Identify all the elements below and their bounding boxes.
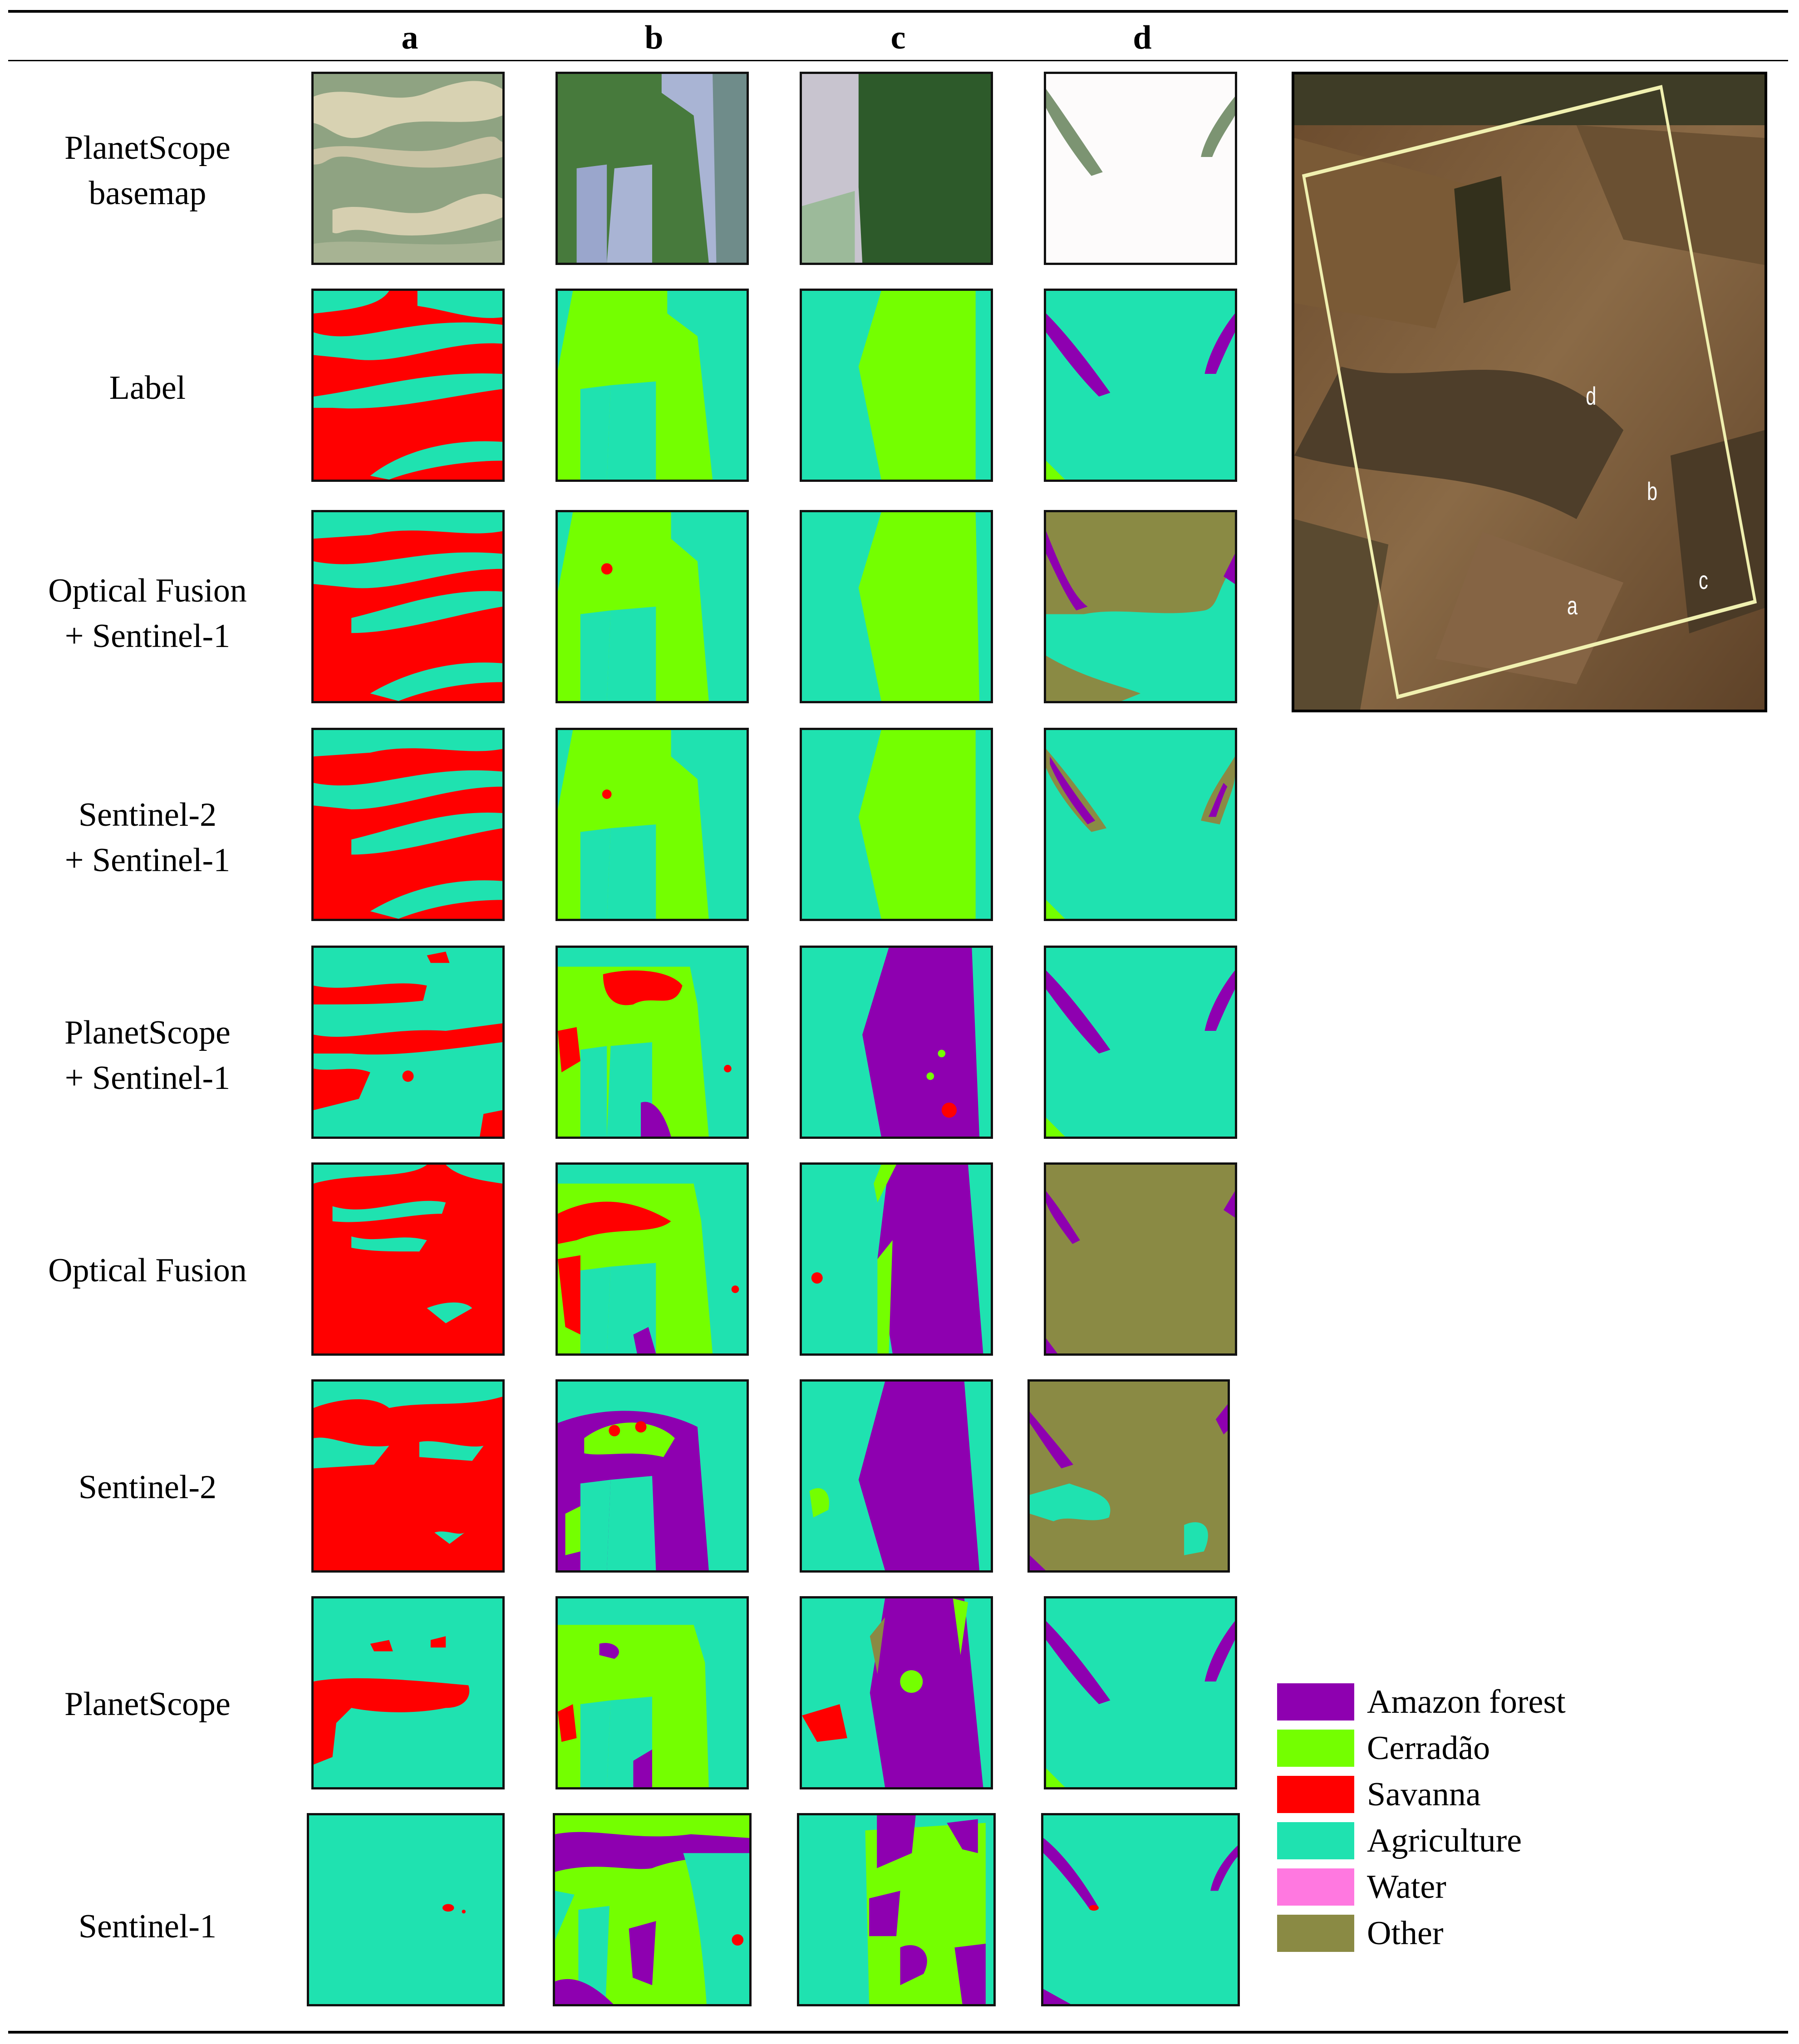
sentinel1-map-b (553, 1813, 752, 2006)
legend-swatch (1277, 1730, 1354, 1767)
sentinel1-map-c (797, 1813, 996, 2006)
legend-swatch (1277, 1683, 1354, 1720)
column-header-a: a (401, 19, 418, 56)
row-label-planetscope: PlanetScope (18, 1677, 277, 1731)
optical-fusion-s1-map-a (311, 510, 505, 703)
row-label-line: Sentinel-2 (78, 1469, 217, 1506)
legend-swatch (1277, 1915, 1354, 1952)
bottom-rule (8, 2031, 1788, 2034)
row-label-label: Label (18, 361, 277, 415)
label-map-d (1044, 289, 1237, 482)
optical-fusion-map-c (800, 1162, 993, 1356)
overview-marker-a: a (1567, 592, 1578, 620)
sentinel2-s1-map-a (311, 728, 505, 921)
row-label-line: PlanetScope (64, 1686, 231, 1723)
planetscope-s1-map-b (555, 946, 749, 1139)
legend-label: Cerradão (1367, 1730, 1490, 1767)
basemap-image-a (311, 72, 505, 265)
planetscope-s1-map-d (1044, 946, 1237, 1139)
overview-marker-c: c (1699, 566, 1708, 595)
row-label-line: Optical Fusion (48, 572, 247, 609)
legend-swatch (1277, 1776, 1354, 1813)
basemap-image-b (555, 72, 749, 265)
optical-fusion-s1-map-b (555, 510, 749, 703)
column-header-b: b (644, 19, 664, 56)
label-map-a (311, 289, 505, 482)
row-label-line: PlanetScope (64, 1014, 231, 1051)
sentinel2-map-d (1027, 1379, 1230, 1573)
optical-fusion-s1-map-d (1044, 510, 1237, 703)
planetscope-map-d (1044, 1596, 1237, 1789)
sentinel2-map-a (311, 1379, 505, 1573)
legend-label: Agriculture (1367, 1822, 1522, 1859)
legend-item-amazon-forest: Amazon forest (1277, 1679, 1776, 1725)
legend-label: Amazon forest (1367, 1683, 1566, 1720)
optical-fusion-map-a (311, 1162, 505, 1356)
optical-fusion-s1-map-c (800, 510, 993, 703)
label-map-c (800, 289, 993, 482)
sentinel1-map-a (307, 1813, 505, 2006)
sentinel2-map-b (555, 1379, 749, 1573)
top-rule (8, 10, 1788, 13)
row-label-sentinel1: Sentinel-1 (18, 1899, 277, 1954)
planetscope-map-b (555, 1596, 749, 1789)
legend-swatch (1277, 1822, 1354, 1859)
row-label-optical-fusion-s1: Optical Fusion + Sentinel-1 (18, 564, 277, 662)
column-header-d: d (1133, 19, 1152, 56)
legend: Amazon forest Cerradão Savanna Agricultu… (1277, 1679, 1776, 1956)
study-area-overview-image: d b c a (1292, 72, 1767, 712)
row-label-line: Sentinel-1 (78, 1908, 217, 1945)
column-header-c: c (890, 19, 906, 56)
legend-item-other: Other (1277, 1910, 1776, 1956)
legend-item-water: Water (1277, 1864, 1776, 1910)
legend-label: Other (1367, 1915, 1444, 1952)
overview-marker-d: d (1586, 382, 1596, 411)
legend-item-agriculture: Agriculture (1277, 1818, 1776, 1864)
legend-label: Savanna (1367, 1776, 1481, 1813)
row-label-line: PlanetScope (64, 129, 231, 167)
row-label-planetscope-basemap: PlanetScope basemap (18, 122, 277, 220)
row-label-line: Optical Fusion (48, 1252, 247, 1289)
label-map-b (555, 289, 749, 482)
row-label-line: basemap (88, 175, 206, 212)
legend-item-cerradao: Cerradão (1277, 1725, 1776, 1771)
sentinel2-s1-map-d (1044, 728, 1237, 921)
legend-swatch (1277, 1868, 1354, 1906)
basemap-image-c (800, 72, 993, 265)
row-label-line: Label (109, 369, 186, 407)
planetscope-map-a (311, 1596, 505, 1789)
header-rule (8, 60, 1788, 61)
row-label-line: + Sentinel-1 (64, 618, 231, 655)
row-label-planetscope-s1: PlanetScope + Sentinel-1 (18, 1006, 277, 1104)
row-label-optical-fusion: Optical Fusion (18, 1243, 277, 1298)
row-label-line: Sentinel-2 (78, 796, 217, 833)
optical-fusion-map-b (555, 1162, 749, 1356)
row-label-line: + Sentinel-1 (64, 842, 231, 879)
row-label-line: + Sentinel-1 (64, 1059, 231, 1097)
overview-marker-b: b (1647, 477, 1657, 506)
sentinel1-map-d (1041, 1813, 1240, 2006)
optical-fusion-map-d (1044, 1162, 1237, 1356)
planetscope-s1-map-a (311, 946, 505, 1139)
sentinel2-map-c (800, 1379, 993, 1573)
sentinel2-s1-map-c (800, 728, 993, 921)
legend-item-savanna: Savanna (1277, 1771, 1776, 1818)
row-label-sentinel2-s1: Sentinel-2 + Sentinel-1 (18, 789, 277, 887)
planetscope-s1-map-c (800, 946, 993, 1139)
basemap-image-d (1044, 72, 1237, 265)
legend-label: Water (1367, 1868, 1446, 1906)
row-label-sentinel2: Sentinel-2 (18, 1460, 277, 1515)
planetscope-map-c (800, 1596, 993, 1789)
sentinel2-s1-map-b (555, 728, 749, 921)
